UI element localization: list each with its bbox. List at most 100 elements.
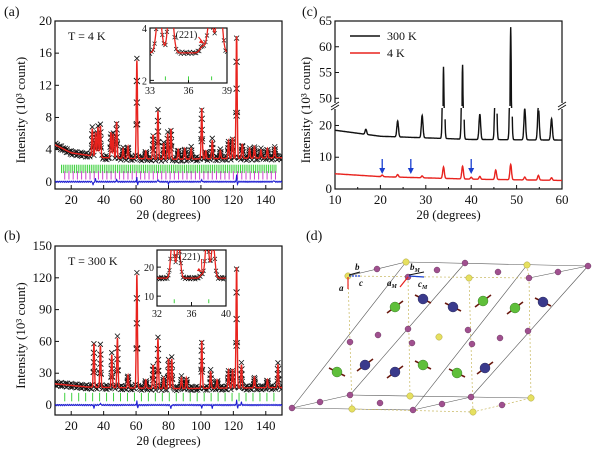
blue-atom [447, 301, 459, 313]
observed-point [89, 124, 96, 130]
axis-label-bM: bM [410, 262, 421, 274]
y-tick-label: 20 [319, 117, 332, 132]
inset-calculated-curve [157, 250, 226, 279]
inset-y-tick-label: 10 [144, 292, 154, 303]
inset-observed-point [206, 239, 210, 243]
series-line-300k [511, 107, 539, 141]
observed-point [188, 143, 194, 150]
x-tick-label: 20 [374, 192, 387, 207]
pink-atom [373, 265, 381, 273]
pink-atom [584, 262, 592, 270]
legend-label: 300 K [387, 29, 417, 43]
y-tick-label: 60 [319, 39, 332, 54]
inset-observed-point [159, 18, 163, 22]
blue-atom [417, 293, 429, 305]
inset-observed-point [172, 241, 176, 245]
yellow-atom [435, 333, 443, 341]
x-tick-label: 60 [130, 192, 143, 207]
x-tick-label: 50 [510, 192, 523, 207]
y-tick-label: 90 [39, 302, 52, 317]
x-tick-label: 30 [419, 192, 432, 207]
yellow-atom [402, 258, 410, 266]
weak-peak-arrow-head [379, 168, 386, 174]
y-axis-label: Intensity (10³ count) [298, 57, 313, 163]
x-tick-label: 80 [162, 418, 175, 433]
cM-axis-arrow [408, 275, 425, 278]
weak-peak-arrow-head [407, 168, 414, 174]
b-axis-arrow [348, 271, 361, 276]
x-tick-label: 40 [97, 418, 110, 433]
inset-plot-area [157, 235, 226, 304]
inset-calculated-curve [150, 28, 227, 54]
inset-x-tick-label: 33 [145, 86, 155, 97]
observed-point [97, 369, 104, 377]
pink-atom [346, 338, 354, 346]
axis-break-gap [329, 103, 568, 109]
inset-observed-point [210, 28, 216, 30]
x-tick-label: 20 [65, 418, 78, 433]
green-atom [389, 301, 401, 313]
x-tick-label: 40 [465, 192, 478, 207]
inset-peak-label: (221) [176, 30, 198, 41]
inset-observed-point [205, 235, 209, 239]
inset-observed-point [209, 250, 215, 252]
observed-point [134, 55, 140, 62]
yellow-atom [527, 394, 535, 402]
series-line-300k [442, 66, 445, 109]
x-tick-label: 100 [191, 418, 211, 433]
x-tick-label: 40 [97, 192, 110, 207]
y-tick-label: 0 [326, 181, 333, 196]
observed-point [154, 367, 162, 375]
blue-atom [359, 359, 371, 371]
inset-arrow-head [196, 267, 202, 272]
inset-observed-point [203, 250, 208, 252]
blue-atom [479, 362, 491, 374]
x-tick-label: 120 [224, 192, 244, 207]
observed-point [238, 149, 246, 157]
axis-label-a: a [339, 283, 344, 293]
observed-point [114, 366, 121, 374]
y-tick-label: 150 [33, 238, 53, 253]
unit-cell-edges [291, 261, 589, 411]
pink-atom [438, 400, 446, 408]
y-tick-label: 20 [39, 13, 52, 28]
green-atom [331, 366, 343, 378]
x-tick-label: 60 [556, 192, 569, 207]
weak-peak-arrow-head [468, 168, 475, 174]
observed-point [251, 150, 258, 158]
y-tick-label: 60 [39, 333, 52, 348]
inset-observed-point [171, 237, 175, 241]
panel-a-chart: 20 40 60 80 100 120 140 0 4 8 12 16 20 T = 4 K 2θ (deg… [13, 2, 283, 222]
x-tick-label: 60 [130, 418, 143, 433]
observed-point [198, 137, 206, 145]
legend-label: 4 K [387, 46, 405, 60]
pink-atom [525, 274, 533, 282]
inset-observed-point [198, 274, 203, 279]
inset-x-tick-label: 32 [152, 309, 162, 320]
inset-observed-point [170, 2, 174, 6]
y-axis-label: Intensity (10³ count) [13, 282, 28, 388]
axis-label-aM: aM [387, 278, 398, 290]
plot-area [55, 35, 282, 187]
y-axis-label: Intensity (10³ count) [13, 57, 28, 163]
y-tick-label: 120 [33, 270, 53, 285]
panel-label-b: (b) [4, 229, 21, 244]
x-tick-label: 100 [191, 192, 211, 207]
series-line-300k [461, 64, 464, 109]
temperature-annotation: T = 300 K [68, 254, 118, 268]
y-tick-label: 8 [46, 109, 53, 124]
difference-curve [55, 399, 282, 410]
pink-atom [494, 268, 502, 276]
series-line-300k [444, 107, 462, 140]
inset-observed-point [156, 15, 160, 19]
pink-atom [498, 401, 506, 409]
inset-observed-point [177, 240, 181, 244]
x-tick-label: 140 [256, 192, 276, 207]
observed-point [228, 157, 234, 163]
inset-y-tick-label: 20 [144, 263, 154, 274]
observed-point [183, 381, 190, 389]
x-axis-label: 2θ (degrees) [136, 207, 200, 222]
pink-atom [554, 268, 562, 276]
observed-point [124, 380, 132, 387]
